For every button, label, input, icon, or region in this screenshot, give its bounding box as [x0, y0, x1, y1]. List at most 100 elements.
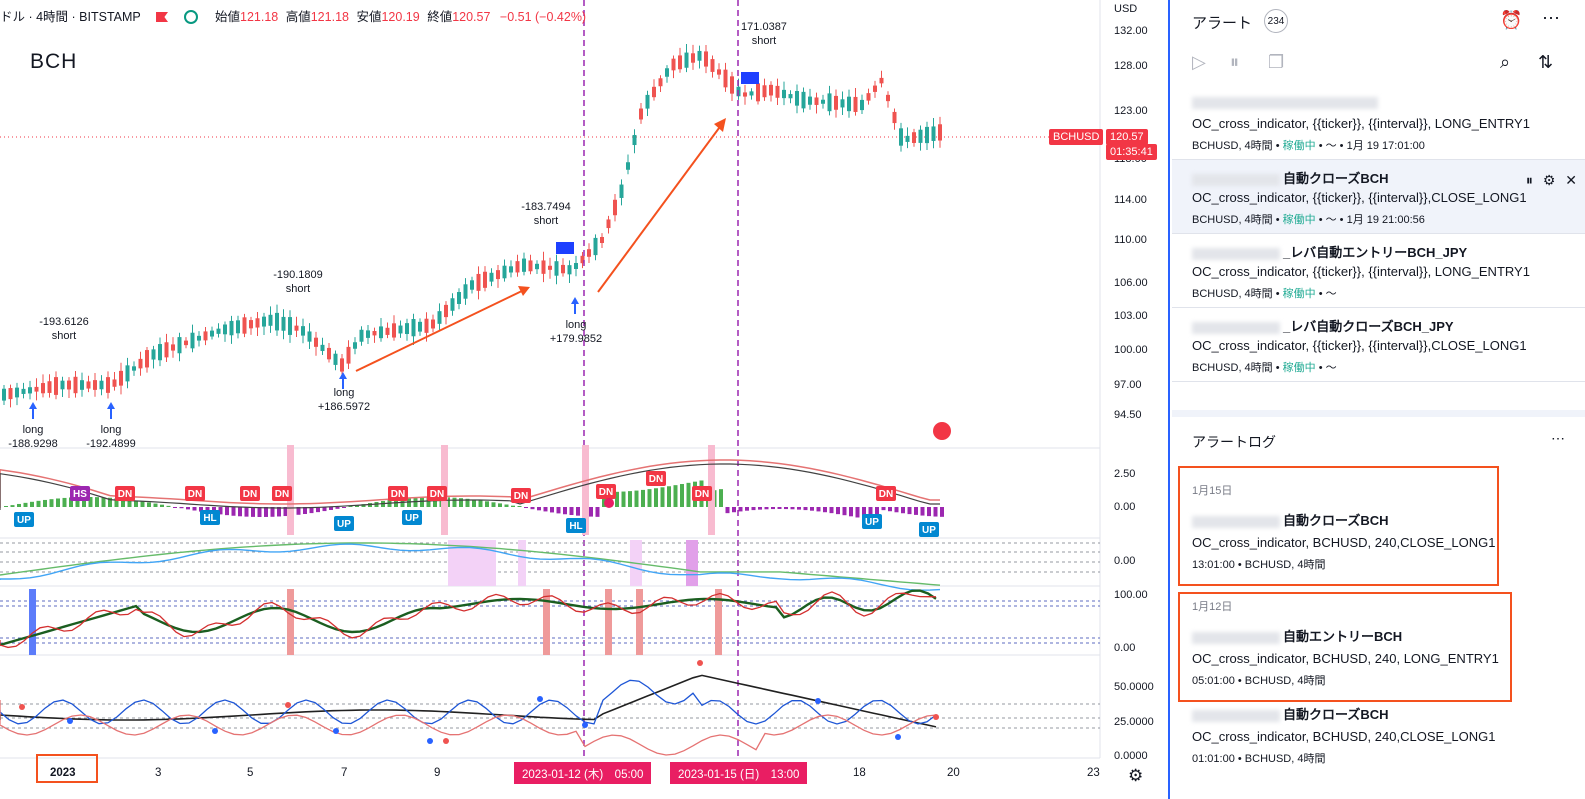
candle-body — [548, 265, 552, 270]
price-tick: 123.00 — [1114, 105, 1148, 117]
macd-bar — [686, 482, 691, 507]
dmi-dot — [895, 734, 901, 740]
alert-item[interactable]: 自動クローズBCH OC_cross_indicator, {{ticker}}… — [1172, 160, 1585, 234]
candle-body — [561, 264, 565, 274]
macd-bar — [101, 497, 106, 507]
candle-body — [366, 330, 370, 338]
candle-body — [489, 272, 494, 282]
close-icon[interactable]: ✕ — [1565, 172, 1577, 188]
candle-body — [28, 387, 32, 394]
circle-icon[interactable] — [183, 10, 198, 24]
candle-body — [457, 292, 461, 304]
candle-body — [379, 326, 383, 339]
wave-icon: 〜 — [1325, 288, 1337, 300]
macd-bar — [888, 507, 892, 512]
signal-tag — [692, 486, 712, 501]
candle-body — [749, 91, 754, 96]
macd-bar — [426, 497, 431, 507]
copy-icon[interactable]: ❐ — [1268, 52, 1285, 72]
dmi-dot — [427, 738, 433, 744]
long-arrow-head — [29, 402, 37, 409]
macd-bar — [940, 507, 944, 517]
candle-body — [658, 78, 663, 87]
osc-tick: 0.00 — [1114, 555, 1136, 567]
symbol-name[interactable]: ドル · 4時間 · BITSTAMP — [0, 10, 141, 24]
search-icon[interactable]: ⌕ — [1500, 52, 1511, 72]
candle-body — [639, 108, 643, 120]
chart-canvas[interactable]: -193.6126 short -190.1809 short -183.7494 sho… — [0, 0, 1170, 799]
candle-body — [15, 387, 19, 398]
osc-line — [0, 543, 941, 591]
candle-body — [184, 340, 188, 346]
gear-icon[interactable]: ⚙ — [1128, 766, 1144, 785]
candle-body — [151, 349, 156, 360]
signal-tag-text: UP — [337, 519, 351, 530]
play-icon[interactable]: ▷ — [1192, 52, 1206, 72]
signal-value: +186.5972 — [318, 401, 370, 413]
candle-body — [8, 388, 13, 400]
log-entry[interactable]: 1月15日 自動クローズBCH OC_cross_indicator, BCHU… — [1192, 482, 1532, 572]
stoch-tick: 0.00 — [1114, 642, 1136, 654]
alert-item[interactable]: OC_cross_indicator, {{ticker}}, {{interv… — [1172, 86, 1585, 160]
signal-tag — [862, 514, 882, 529]
log-name: 自動エントリーBCH — [1192, 626, 1532, 645]
candle-body — [892, 111, 897, 124]
macd-bar — [654, 488, 658, 507]
candle-body — [106, 377, 110, 393]
chart-pane[interactable]: -193.6126 short -190.1809 short -183.7494 sho… — [0, 0, 1170, 799]
candle-body — [613, 199, 617, 216]
signal-tag-text: UP — [17, 515, 31, 526]
candle-body — [509, 266, 513, 273]
macd-bar — [413, 497, 418, 507]
more-icon[interactable]: ⋯ — [1551, 430, 1565, 446]
gear-icon[interactable]: ⚙ — [1542, 172, 1556, 188]
long-arrow-head — [107, 402, 115, 409]
signal-tag-text: DN — [243, 489, 257, 500]
add-alert-icon[interactable]: ⏰ — [1500, 10, 1523, 30]
signal-tag — [566, 518, 586, 533]
signal-side: short — [286, 283, 310, 295]
macd-bar — [270, 507, 275, 517]
signal-value: -188.9298 — [8, 438, 58, 450]
time-tick: 5 — [247, 767, 254, 779]
candle-body — [392, 323, 396, 338]
macd-bar — [667, 486, 671, 507]
log-entry[interactable]: 1月12日 自動エントリーBCH OC_cross_indicator, BCH… — [1192, 598, 1532, 688]
candle-body — [294, 325, 299, 331]
candle-body — [470, 280, 474, 290]
candle-body — [756, 83, 760, 102]
macd-bar — [621, 491, 626, 507]
alert-item[interactable]: _レバ自動エントリーBCH_JPY OC_cross_indicator, {{… — [1172, 234, 1585, 308]
macd-bar — [550, 507, 554, 513]
candle-body — [67, 380, 71, 390]
alert-item[interactable]: _レバ自動クローズBCH_JPY OC_cross_indicator, {{t… — [1172, 308, 1585, 382]
log-highlight-box — [1178, 466, 1499, 586]
panel-divider[interactable] — [1172, 410, 1585, 417]
macd-bar — [121, 498, 125, 507]
candle-body — [359, 329, 364, 342]
macd-bar — [465, 498, 470, 507]
more-icon[interactable]: ⋯ — [1542, 8, 1560, 28]
stoch-band — [715, 589, 722, 655]
pause-icon[interactable]: ⏸ — [1525, 172, 1533, 188]
candle-body — [860, 99, 864, 111]
flag-icon[interactable] — [156, 12, 169, 22]
macd-bar — [179, 507, 184, 509]
high-value: 121.18 — [310, 10, 349, 24]
sort-icon[interactable]: ⇅ — [1538, 52, 1554, 72]
candle-body — [41, 383, 45, 394]
stoch-line — [0, 589, 937, 647]
signal-tag-text: DN — [649, 474, 663, 485]
redacted-name — [1192, 321, 1280, 334]
pause-icon[interactable]: ⏸ — [1230, 52, 1239, 72]
log-entry[interactable]: 自動クローズBCH OC_cross_indicator, BCHUSD, 24… — [1192, 690, 1532, 766]
log-date: 1月12日 — [1192, 601, 1233, 613]
change-value: −0.51 (−0.42%) — [499, 10, 587, 24]
signal-band — [582, 445, 589, 535]
candle-body — [450, 298, 455, 311]
candle-body — [307, 331, 312, 342]
macd-bar — [673, 485, 678, 507]
signal-tag-text: UP — [865, 517, 879, 528]
cross-dot — [604, 498, 614, 508]
candle-body — [808, 96, 812, 105]
